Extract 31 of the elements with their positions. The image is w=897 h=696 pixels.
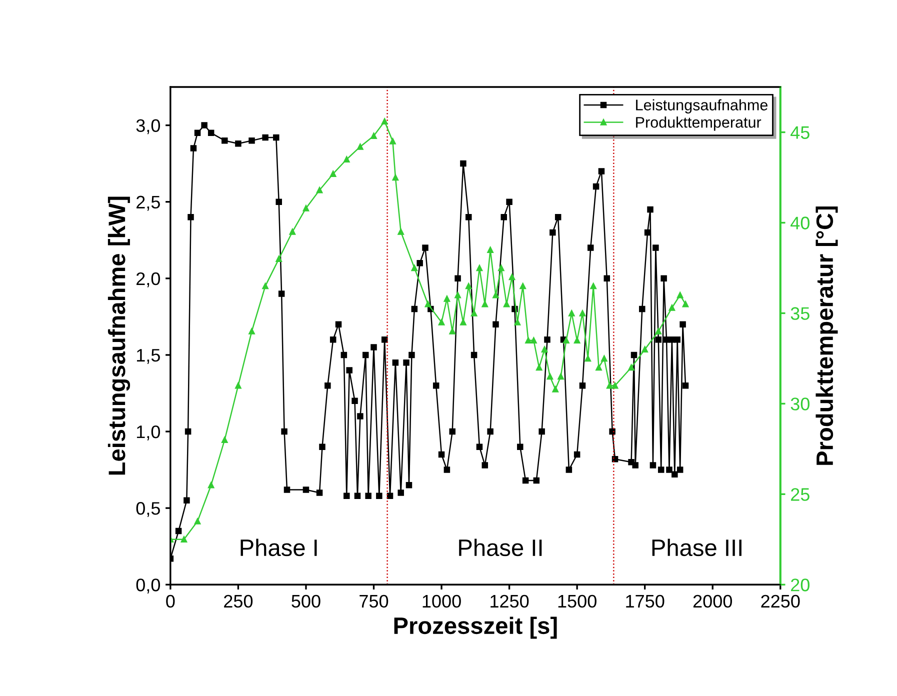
y2-tick-label: 30 — [790, 398, 810, 410]
annotation: Phase II — [459, 538, 542, 556]
y-axis-title: Leistungsaufnahme [kW] — [108, 196, 130, 475]
x-tick-label: 1500 — [558, 594, 596, 608]
y2-tick-label: 35 — [790, 307, 810, 320]
x-tick-label: 750 — [360, 594, 388, 608]
annotation: Phase I — [240, 538, 317, 556]
legend-label: Leistungsaufnahme — [636, 99, 768, 114]
y2-axis-title: Produkttemperatur [°C] — [816, 206, 838, 465]
x-tick-label: 1000 — [422, 594, 461, 608]
x-tick-label: 250 — [224, 594, 253, 608]
y2-tick-label: 45 — [790, 126, 810, 139]
x-tick-label: 1750 — [626, 594, 664, 608]
y-tick-label: 1,5 — [136, 349, 160, 364]
x-tick-label: 1250 — [490, 594, 529, 608]
annotation: Phase III — [652, 538, 742, 556]
y-tick-label: 2,5 — [136, 196, 160, 211]
x-tick-label: 500 — [292, 594, 320, 608]
y-tick-label: 2,0 — [136, 272, 160, 288]
y2-tick-label: 40 — [790, 216, 810, 230]
y2-tick-label: 20 — [791, 578, 810, 592]
y-tick-label: 3,0 — [136, 119, 160, 134]
legend-label: Produkttemperatur — [636, 116, 762, 131]
y2-tick-label: 25 — [791, 488, 810, 501]
x-axis-title: Prozesszeit [s] — [394, 616, 557, 639]
y-tick-label: 1,0 — [136, 425, 160, 440]
x-tick-label: 2250 — [761, 594, 800, 608]
y-tick-label: 0,0 — [136, 578, 160, 594]
x-tick-label: 0 — [166, 594, 175, 608]
y-tick-label: 0,5 — [136, 502, 160, 517]
x-tick-label: 2000 — [693, 594, 732, 608]
